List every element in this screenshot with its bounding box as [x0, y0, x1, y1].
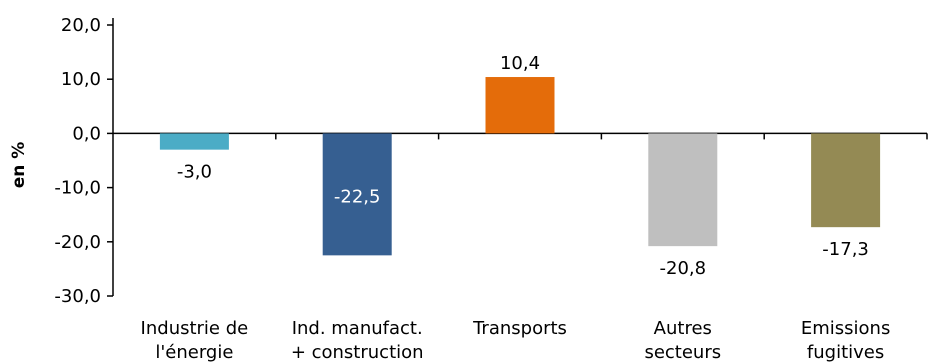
- y-tick-label: -30,0: [54, 286, 101, 307]
- bar: [322, 133, 392, 256]
- category-label: Transports: [472, 318, 567, 339]
- category-label: l'énergie: [155, 342, 233, 363]
- category-label: Autres: [654, 318, 712, 339]
- y-tick-label: 20,0: [61, 15, 101, 36]
- y-tick-label: 10,0: [61, 69, 101, 90]
- y-tick-label: -20,0: [54, 232, 101, 253]
- category-label: + construction: [291, 342, 424, 363]
- data-label: -3,0: [177, 162, 212, 183]
- y-tick-label: -10,0: [54, 178, 101, 199]
- data-label: -20,8: [660, 258, 707, 279]
- category-label: Ind. manufact.: [292, 318, 423, 339]
- bars: [159, 77, 881, 256]
- category-label: Emissions: [801, 318, 890, 339]
- category-label: fugitives: [807, 342, 884, 363]
- data-label: -17,3: [822, 239, 869, 260]
- bar: [485, 77, 555, 134]
- category-label: secteurs: [644, 342, 721, 363]
- data-label: 10,4: [500, 53, 540, 74]
- bar: [811, 133, 881, 228]
- y-axis-title: en %: [9, 142, 29, 189]
- labels: -3,0 Industrie de l'énergie -22,5 Ind. manuf…: [141, 53, 891, 363]
- bar: [159, 133, 229, 150]
- category-label: Industrie de: [141, 318, 249, 339]
- bar: [648, 133, 718, 247]
- y-tick-label: 0,0: [72, 123, 101, 144]
- data-label: -22,5: [334, 186, 381, 207]
